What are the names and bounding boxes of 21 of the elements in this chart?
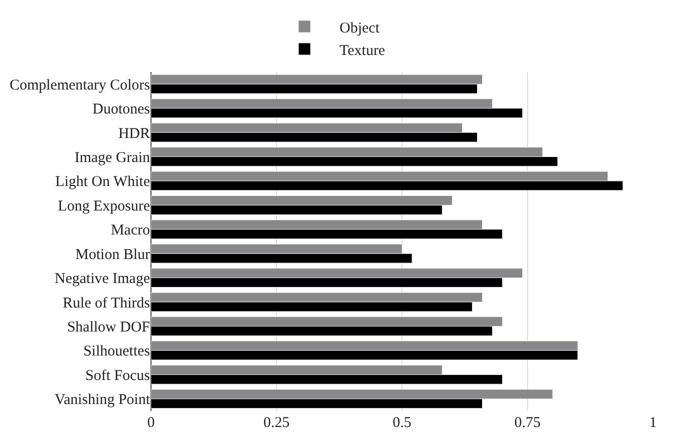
y-tick-label: Motion Blur: [75, 246, 150, 263]
y-tick-label: Negative Image: [54, 271, 150, 288]
y-tick-label: Long Exposure: [58, 198, 150, 214]
legend-label: Texture: [340, 42, 386, 59]
y-tick-label: Duotones: [92, 102, 150, 118]
legend-label: Object: [340, 20, 380, 36]
y-tick-label: Image Grain: [74, 150, 150, 166]
y-tick-label: Soft Focus: [85, 368, 150, 384]
y-tick-label: Vanishing Point: [54, 392, 151, 408]
x-tick-label: 1: [649, 415, 657, 431]
x-tick-label: 0.75: [514, 415, 541, 431]
y-tick-label: Complementary Colors: [10, 77, 150, 94]
y-tick-label: Rule of Thirds: [62, 295, 150, 312]
y-tick-label: Shallow DOF: [67, 320, 150, 336]
y-tick-label: Macro: [110, 222, 150, 239]
y-tick-label: HDR: [118, 126, 150, 142]
y-tick-label: Light On White: [55, 174, 150, 190]
y-tick-label: Silhouettes: [83, 344, 150, 360]
x-tick-label: 0.25: [263, 415, 290, 431]
x-tick-label: 0: [147, 415, 155, 431]
x-tick-label: 0.5: [392, 415, 412, 431]
